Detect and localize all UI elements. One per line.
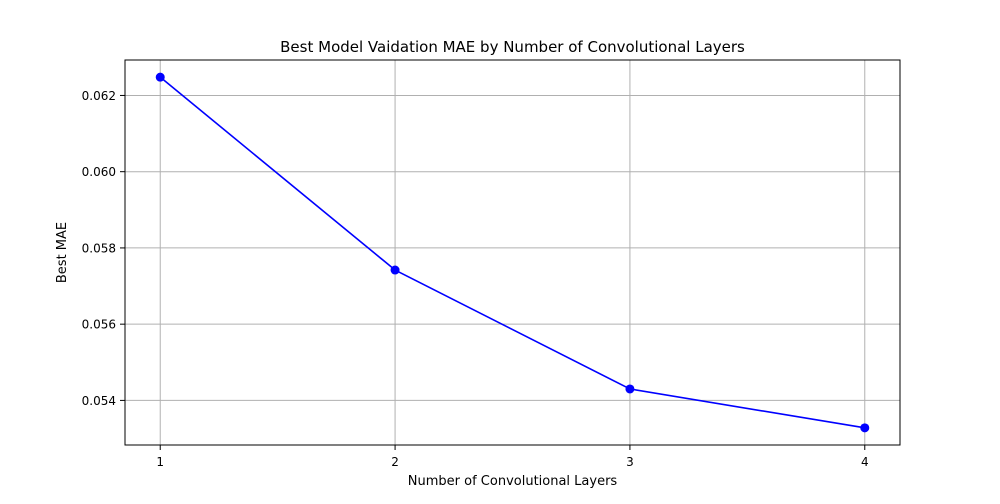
- data-point: [390, 265, 400, 275]
- x-tick-label: 2: [391, 455, 399, 469]
- data-point: [155, 72, 165, 82]
- x-tick-label: 3: [626, 455, 634, 469]
- chart-title: Best Model Vaidation MAE by Number of Co…: [280, 38, 745, 56]
- y-tick-label: 0.056: [82, 318, 116, 332]
- y-tick-label: 0.058: [82, 241, 116, 255]
- y-tick-label: 0.062: [82, 89, 116, 103]
- series-line: [159, 76, 865, 429]
- grid-lines: [125, 60, 900, 445]
- y-tick-label: 0.054: [82, 394, 116, 408]
- y-axis-label: Best MAE: [55, 222, 70, 283]
- x-tick-label: 4: [861, 455, 869, 469]
- data-point: [860, 423, 870, 433]
- x-axis-label: Number of Convolutional Layers: [408, 474, 618, 489]
- data-point: [625, 384, 635, 394]
- x-tick-label: 1: [156, 455, 164, 469]
- axis-ticks: 1 2 3 4 0.054 0.056 0.058 0.060 0.062: [82, 89, 869, 469]
- y-tick-label: 0.060: [82, 165, 116, 179]
- plot-area-frame: [124, 59, 901, 446]
- series-layer: [155, 72, 870, 433]
